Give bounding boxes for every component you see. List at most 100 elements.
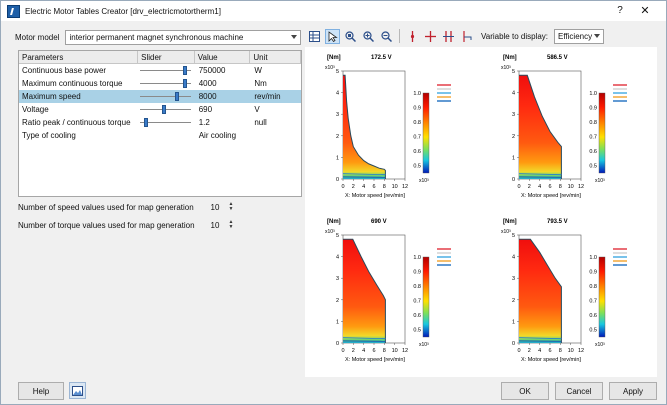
- y-tick-label: 3: [512, 276, 515, 282]
- x-tick-label: 6: [548, 348, 551, 354]
- colorbar-tick-label: 0.6: [413, 149, 421, 155]
- x-tick-label: 10: [392, 348, 398, 354]
- torque-values-spinner[interactable]: ▲ ▼: [226, 220, 236, 230]
- slider-track[interactable]: [140, 83, 191, 84]
- x-tick-label: 8: [383, 184, 386, 190]
- x-tick-label: 8: [559, 184, 562, 190]
- colorbar-tick-label: 1.0: [413, 91, 421, 97]
- speed-values-label: Number of speed values used for map gene…: [18, 202, 194, 212]
- table-icon[interactable]: [307, 29, 322, 44]
- close-button[interactable]: ✕: [640, 5, 650, 17]
- table-row[interactable]: Voltage 690 V: [19, 103, 301, 116]
- parameter-value[interactable]: 690: [198, 105, 213, 114]
- apply-button[interactable]: Apply: [609, 382, 657, 400]
- y-tick-label: 2: [336, 298, 339, 304]
- torque-values-input[interactable]: 10: [210, 220, 220, 230]
- cancel-button[interactable]: Cancel: [555, 382, 603, 400]
- x-tick-label: 10: [568, 184, 574, 190]
- parameter-value[interactable]: 4000: [198, 79, 217, 88]
- colorbar-tick-label: 0.9: [589, 106, 597, 112]
- parameter-value[interactable]: 750000: [198, 66, 226, 75]
- header-value[interactable]: Value: [195, 51, 251, 63]
- parameter-unit: V: [254, 105, 260, 114]
- y-tick-label: 1: [336, 319, 339, 325]
- contour-line: [518, 337, 562, 340]
- x-tick-label: 6: [372, 348, 375, 354]
- motor-model-row: Motor model interior permanent magnet sy…: [15, 29, 302, 45]
- axis-marker-icon[interactable]: [459, 29, 474, 44]
- pointer-icon[interactable]: [325, 29, 340, 44]
- colorbar-tick-label: 0.5: [589, 328, 597, 334]
- table-row[interactable]: Continuous base power 750000 W: [19, 64, 301, 77]
- variable-value: Efficiency: [558, 32, 593, 41]
- parameter-value[interactable]: 8000: [198, 92, 217, 101]
- x-tick-label: 8: [383, 348, 386, 354]
- parameter-name: Continuous base power: [22, 66, 107, 75]
- x-tick-label: 6: [548, 184, 551, 190]
- speed-values-spinner[interactable]: ▲ ▼: [226, 202, 236, 212]
- parameter-name: Voltage: [22, 105, 49, 114]
- header-unit[interactable]: Unit: [250, 51, 302, 63]
- slider-track[interactable]: [140, 96, 191, 97]
- colorbar-exponent-label: x10³: [419, 178, 429, 184]
- parameter-unit: Nm: [254, 79, 267, 88]
- parameter-name: Type of cooling: [22, 131, 76, 140]
- header-parameters[interactable]: Parameters: [19, 51, 139, 63]
- slider-thumb[interactable]: [183, 66, 188, 75]
- speed-values-input[interactable]: 10: [210, 202, 220, 212]
- y-tick-label: 3: [336, 112, 339, 118]
- efficiency-colorbar: [422, 256, 430, 338]
- y-tick-label: 4: [512, 255, 515, 261]
- torque-envelope-line: [343, 74, 386, 179]
- crosshair-icon[interactable]: [423, 29, 438, 44]
- variable-label: Variable to display:: [481, 32, 548, 41]
- colorbar-tick-label: 0.7: [413, 135, 421, 141]
- slider-thumb[interactable]: [161, 105, 166, 114]
- x-tick-label: 2: [528, 184, 531, 190]
- slider-track[interactable]: [140, 70, 191, 71]
- zoom-area-icon[interactable]: [343, 29, 358, 44]
- spin-down-icon[interactable]: ▼: [228, 206, 234, 212]
- table-header: Parameters Slider Value Unit: [19, 51, 302, 64]
- table-row[interactable]: Maximum speed 8000 rev/min: [19, 90, 301, 103]
- parameter-value[interactable]: 1.2: [198, 118, 210, 127]
- plot-toolbar: Variable to display: Efficiency: [307, 29, 604, 44]
- slider-thumb[interactable]: [174, 92, 179, 101]
- parameter-value[interactable]: Air cooling: [198, 131, 237, 140]
- contour-line: [342, 173, 386, 176]
- spin-up-icon[interactable]: ▲: [228, 201, 234, 207]
- x-tick-label: 10: [392, 184, 398, 190]
- ok-button[interactable]: OK: [501, 382, 549, 400]
- y-exponent-label: x10³: [501, 65, 511, 71]
- zoom-out-icon[interactable]: [379, 29, 394, 44]
- table-row[interactable]: Type of cooling Air cooling: [19, 129, 301, 142]
- y-unit-label: [Nm]: [327, 55, 341, 61]
- motor-model-label: Motor model: [15, 32, 60, 42]
- table-row[interactable]: Maximum continuous torque 4000 Nm: [19, 77, 301, 90]
- image-export-icon[interactable]: [69, 382, 86, 399]
- header-slider[interactable]: Slider: [138, 51, 195, 64]
- x-tick-label: 2: [528, 348, 531, 354]
- motor-model-dropdown[interactable]: interior permanent magnet synchronous ma…: [65, 29, 302, 45]
- colorbar-tick-label: 0.6: [589, 313, 597, 319]
- double-marker-icon[interactable]: [441, 29, 456, 44]
- torque-envelope-line: [519, 238, 562, 343]
- x-tick-label: 12: [402, 348, 408, 354]
- variable-dropdown[interactable]: Efficiency: [554, 29, 604, 44]
- slider-thumb[interactable]: [143, 118, 148, 127]
- zoom-in-icon[interactable]: [361, 29, 376, 44]
- marker-icon[interactable]: [405, 29, 420, 44]
- table-row[interactable]: Ratio peak / continuous torque 1.2 null: [19, 116, 301, 129]
- spin-up-icon[interactable]: ▲: [228, 219, 234, 225]
- help-button[interactable]: Help: [18, 382, 64, 400]
- colorbar-tick-label: 1.0: [589, 255, 597, 261]
- spin-down-icon[interactable]: ▼: [228, 224, 234, 230]
- slider-thumb[interactable]: [183, 79, 188, 88]
- slider-track[interactable]: [140, 122, 191, 123]
- help-question-button[interactable]: ?: [617, 5, 623, 16]
- parameters-table: Parameters Slider Value Unit Continuous …: [18, 50, 302, 197]
